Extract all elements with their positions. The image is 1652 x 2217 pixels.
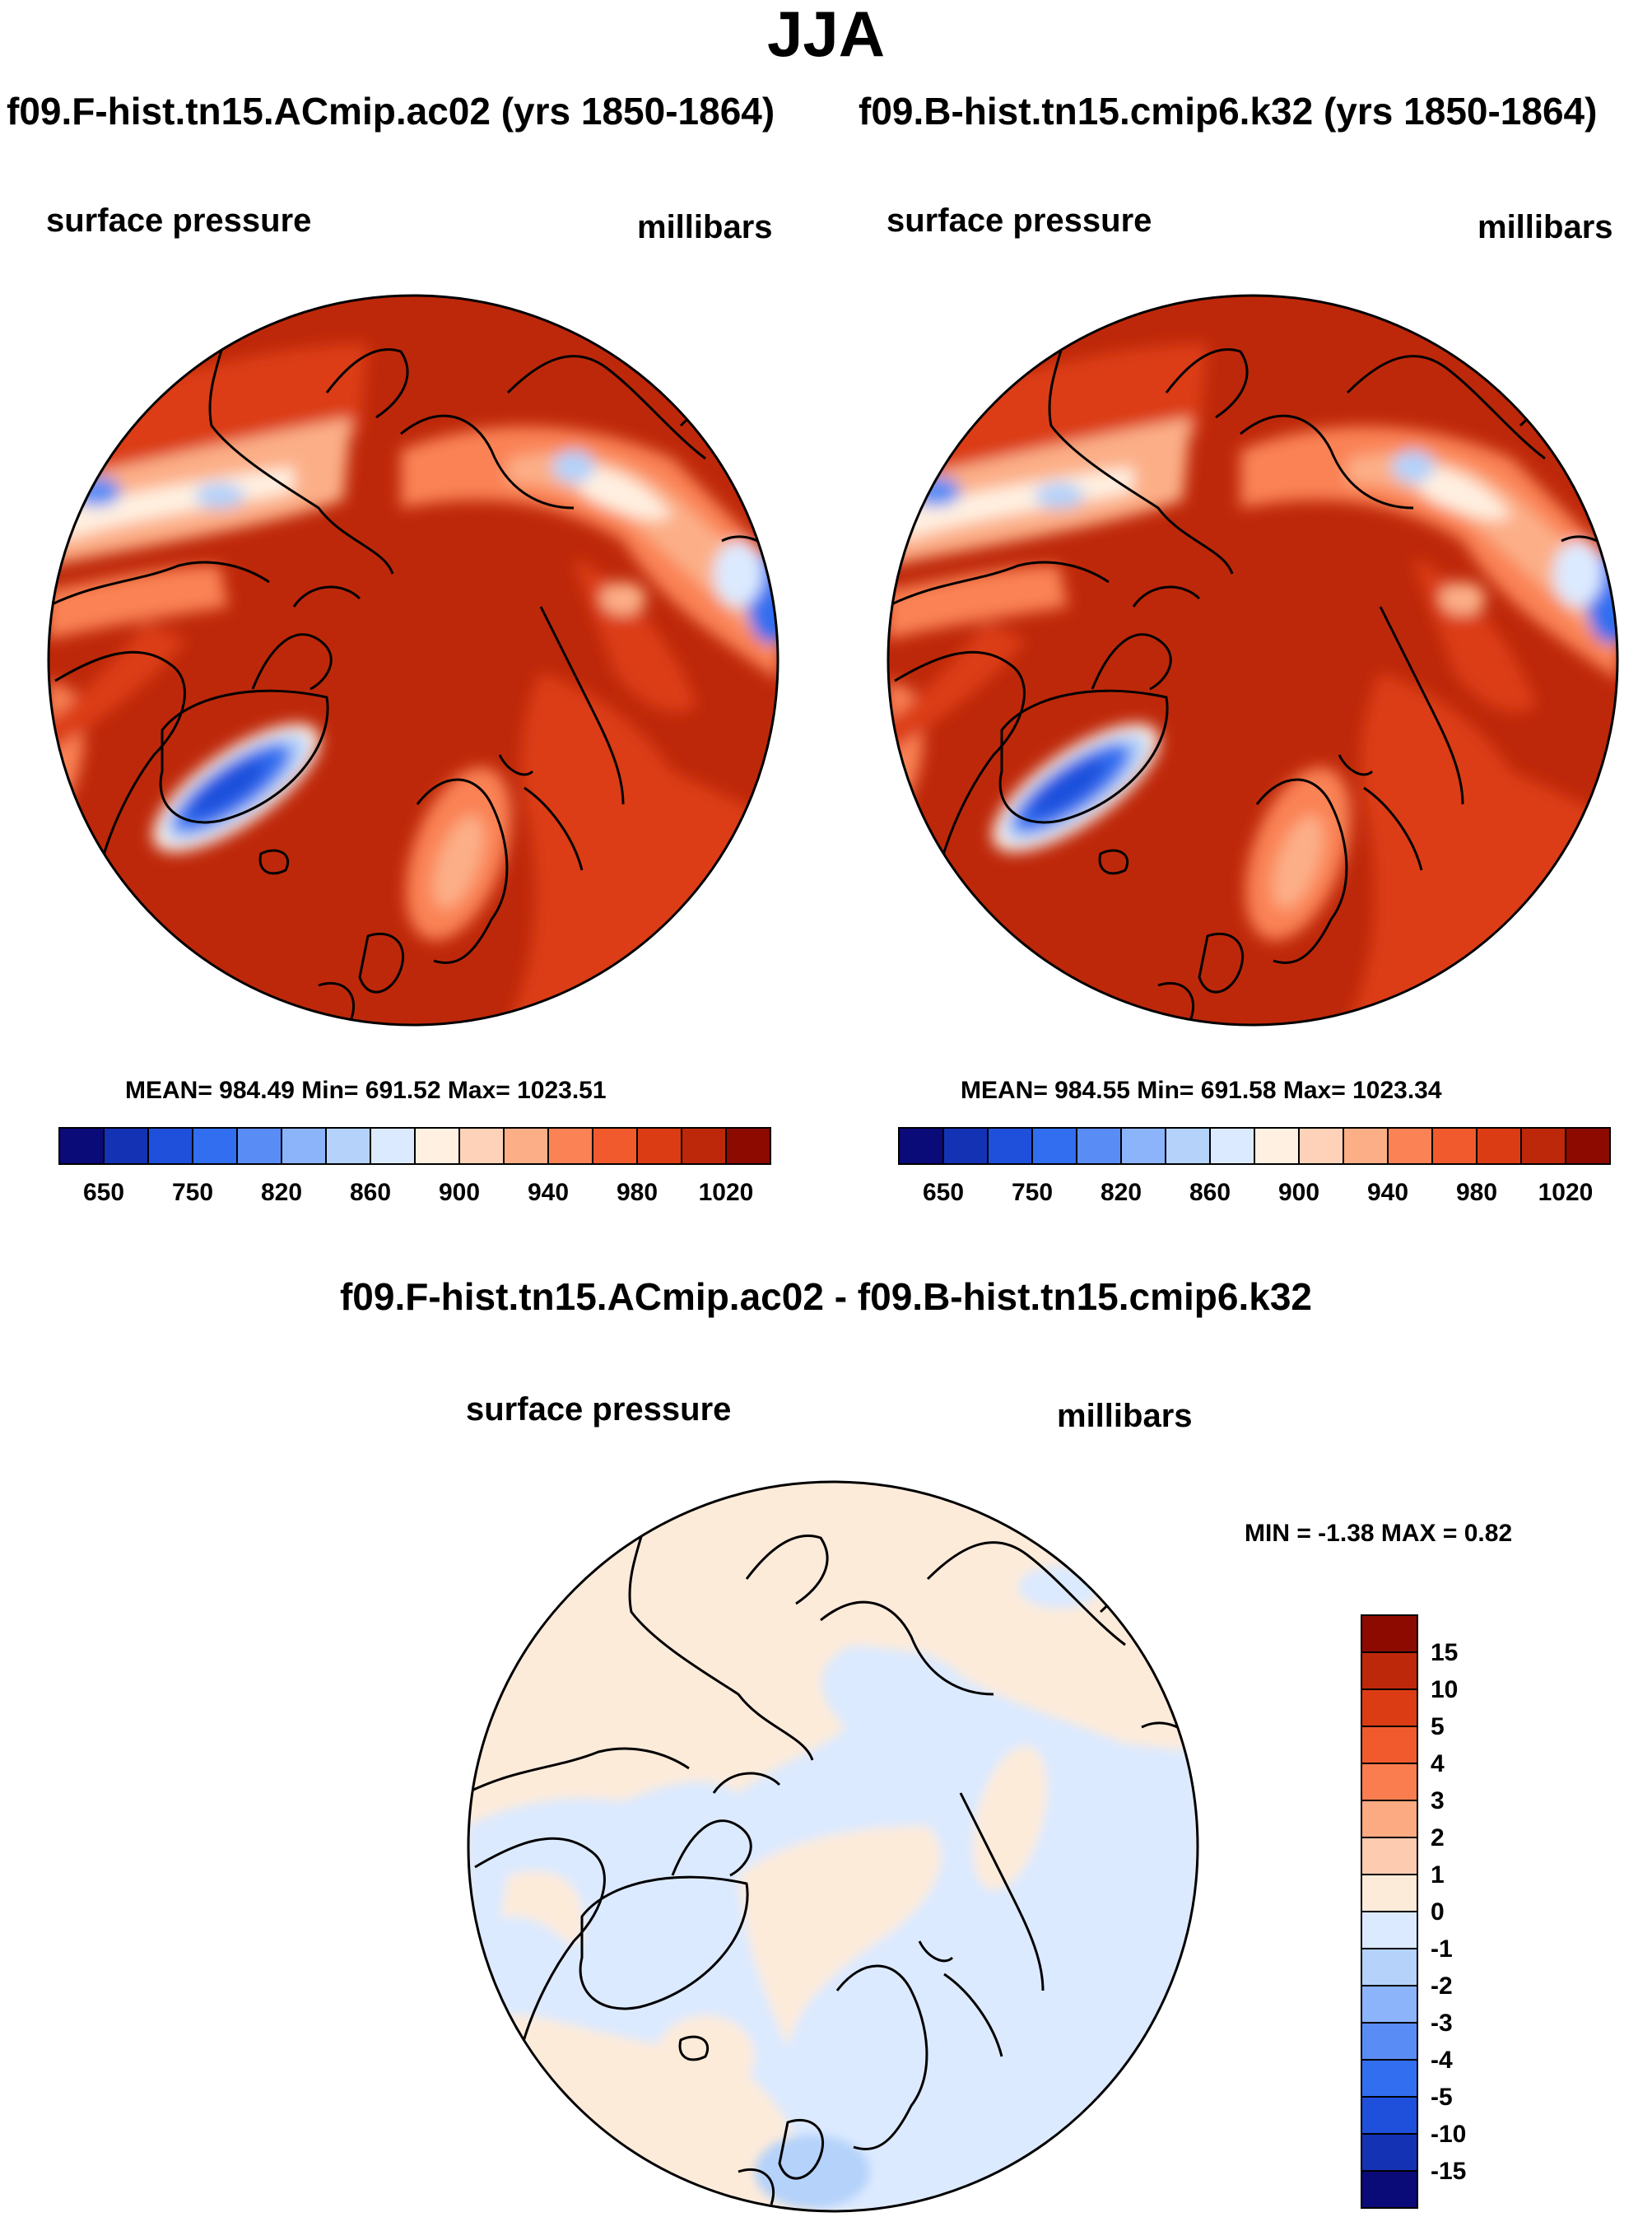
diff-colorbar-swatch bbox=[1361, 1985, 1418, 2024]
diff-colorbar-swatch bbox=[1361, 1837, 1418, 1875]
panel-a-colorbar-swatch bbox=[58, 1127, 105, 1165]
panel-a-stats: MEAN= 984.49 Min= 691.52 Max= 1023.51 bbox=[125, 1077, 607, 1104]
diff-colorbar-swatch bbox=[1361, 2133, 1418, 2172]
panel-b-colorbar-tick-label: 650 bbox=[923, 1179, 964, 1206]
panel-b-colorbar: 650 750 820 860 900 940 980 1020 bbox=[898, 1127, 1611, 1206]
panel-b-colorbar-swatch bbox=[1476, 1127, 1522, 1165]
diff-colorbar-swatch bbox=[1361, 1688, 1418, 1727]
panel-b-colorbar-tick-label: 860 bbox=[1189, 1179, 1231, 1206]
diff-colorbar-tick-label: 1 bbox=[1431, 1861, 1445, 1889]
panel-a-colorbar-swatch bbox=[281, 1127, 327, 1165]
diff-colorbar-tick-label: 15 bbox=[1431, 1639, 1458, 1666]
diff-colorbar-swatch bbox=[1361, 1948, 1418, 1986]
panel-a-colorbar-swatch bbox=[414, 1127, 460, 1165]
panel-a-map bbox=[47, 294, 779, 1027]
panel-a-colorbar-swatch bbox=[236, 1127, 282, 1165]
diff-colorbar-swatch bbox=[1361, 1800, 1418, 1838]
panel-a-colorbar-swatch bbox=[370, 1127, 416, 1165]
panel-b-colorbar-swatch bbox=[1120, 1127, 1166, 1165]
panel-b-colorbar-swatch bbox=[1209, 1127, 1255, 1165]
panel-a-colorbar-swatch bbox=[325, 1127, 371, 1165]
panel-a-colorbar-tick-label: 940 bbox=[528, 1179, 569, 1206]
diff-colorbar-tick-label: -3 bbox=[1431, 2010, 1453, 2037]
diff-units-label: millibars bbox=[1057, 1398, 1193, 1434]
panel-a-colorbar-swatch bbox=[192, 1127, 238, 1165]
panel-b-colorbar-swatch bbox=[1165, 1127, 1211, 1165]
diff-colorbar-swatch bbox=[1361, 2170, 1418, 2209]
panel-b-colorbar-swatch bbox=[1431, 1127, 1477, 1165]
diff-colorbar-tick-label: -1 bbox=[1431, 1935, 1453, 1963]
panel-b-colorbar-swatch bbox=[1298, 1127, 1344, 1165]
panel-a-colorbar-tick-label: 1020 bbox=[699, 1179, 754, 1206]
panel-a-colorbar-tick-label: 820 bbox=[261, 1179, 302, 1206]
panel-a-colorbar-swatch bbox=[103, 1127, 149, 1165]
diff-colorbar-tick-label: -10 bbox=[1431, 2121, 1466, 2148]
panel-a-colorbar-swatch bbox=[636, 1127, 682, 1165]
panel-a-colorbar-swatch bbox=[592, 1127, 638, 1165]
panel-b-stats: MEAN= 984.55 Min= 691.58 Max= 1023.34 bbox=[961, 1077, 1442, 1104]
panel-a-colorbar-swatch bbox=[458, 1127, 505, 1165]
panel-b-colorbar-swatch bbox=[942, 1127, 989, 1165]
panel-b-colorbar-swatch bbox=[1565, 1127, 1611, 1165]
panel-b-colorbar-tick-label: 820 bbox=[1101, 1179, 1142, 1206]
panel-b-colorbar-tick-label: 900 bbox=[1278, 1179, 1319, 1206]
panel-a-variable-label: surface pressure bbox=[46, 203, 312, 239]
diff-colorbar-swatch bbox=[1361, 2059, 1418, 2098]
panel-b-colorbar-tick-label: 1020 bbox=[1538, 1179, 1594, 1206]
diff-colorbar-swatch bbox=[1361, 1614, 1418, 1653]
panel-a-colorbar-swatch bbox=[725, 1127, 771, 1165]
panel-b-colorbar-swatch bbox=[1254, 1127, 1300, 1165]
panel-a-colorbar-swatch bbox=[147, 1127, 193, 1165]
panel-a-colorbar-swatch bbox=[547, 1127, 593, 1165]
panel-b-colorbar-swatch bbox=[987, 1127, 1033, 1165]
diff-colorbar-tick-label: 2 bbox=[1431, 1824, 1445, 1851]
panel-b-title: f09.B-hist.tn15.cmip6.k32 (yrs 1850-1864… bbox=[859, 90, 1598, 133]
diff-colorbar-swatch bbox=[1361, 1651, 1418, 1690]
panel-b-map bbox=[886, 294, 1619, 1027]
panel-a-colorbar-swatch bbox=[503, 1127, 549, 1165]
diff-colorbar-swatch bbox=[1361, 1874, 1418, 1912]
diff-colorbar-tick-label: 0 bbox=[1431, 1898, 1445, 1926]
panel-a-colorbar-tick-label: 860 bbox=[350, 1179, 391, 1206]
diff-colorbar-tick-label: -15 bbox=[1431, 2158, 1466, 2185]
diff-colorbar-tick-label: -2 bbox=[1431, 1972, 1453, 2000]
panel-b-colorbar-swatch bbox=[1520, 1127, 1566, 1165]
diff-variable-label: surface pressure bbox=[466, 1391, 732, 1428]
panel-b-colorbar-swatch bbox=[1031, 1127, 1077, 1165]
diff-colorbar-swatch bbox=[1361, 1726, 1418, 1764]
diff-colorbar-tick-label: 3 bbox=[1431, 1787, 1445, 1814]
panel-a-title: f09.F-hist.tn15.ACmip.ac02 (yrs 1850-186… bbox=[7, 90, 775, 133]
main-title: JJA bbox=[766, 0, 886, 70]
panel-b-colorbar-swatch bbox=[898, 1127, 944, 1165]
panel-b-colorbar-swatch bbox=[1076, 1127, 1122, 1165]
panel-b-variable-label: surface pressure bbox=[886, 203, 1152, 239]
panel-a-colorbar-swatch bbox=[681, 1127, 727, 1165]
panel-b-colorbar-tick-label: 940 bbox=[1367, 1179, 1408, 1206]
diff-colorbar-tick-label: -5 bbox=[1431, 2084, 1453, 2111]
diff-colorbar-tick-label: -4 bbox=[1431, 2047, 1453, 2074]
panel-b-colorbar-swatch bbox=[1343, 1127, 1389, 1165]
diff-colorbar-tick-label: 10 bbox=[1431, 1676, 1458, 1703]
diff-map bbox=[467, 1480, 1199, 2213]
panel-a-colorbar-tick-label: 980 bbox=[617, 1179, 658, 1206]
panel-a-colorbar-tick-label: 900 bbox=[439, 1179, 480, 1206]
panel-a-colorbar-tick-label: 650 bbox=[83, 1179, 124, 1206]
panel-a-colorbar: 650 750 820 860 900 940 980 1020 bbox=[58, 1127, 771, 1206]
panel-a-colorbar-tick-label: 750 bbox=[172, 1179, 213, 1206]
diff-colorbar-swatch bbox=[1361, 2096, 1418, 2135]
panel-a-units-label: millibars bbox=[637, 209, 773, 245]
panel-b-colorbar-tick-label: 750 bbox=[1012, 1179, 1053, 1206]
diff-colorbar-tick-label: 4 bbox=[1431, 1750, 1445, 1777]
diff-minmax: MIN = -1.38 MAX = 0.82 bbox=[1245, 1520, 1513, 1547]
diff-colorbar-tick-label: 5 bbox=[1431, 1713, 1445, 1740]
diff-title: f09.F-hist.tn15.ACmip.ac02 - f09.B-hist.… bbox=[339, 1275, 1313, 1318]
panel-b-units-label: millibars bbox=[1477, 209, 1613, 245]
diff-colorbar-swatch bbox=[1361, 1911, 1418, 1949]
panel-b-colorbar-swatch bbox=[1387, 1127, 1433, 1165]
panel-b-colorbar-tick-label: 980 bbox=[1456, 1179, 1497, 1206]
diff-colorbar-swatch bbox=[1361, 2022, 1418, 2061]
diff-colorbar-swatch bbox=[1361, 1763, 1418, 1801]
